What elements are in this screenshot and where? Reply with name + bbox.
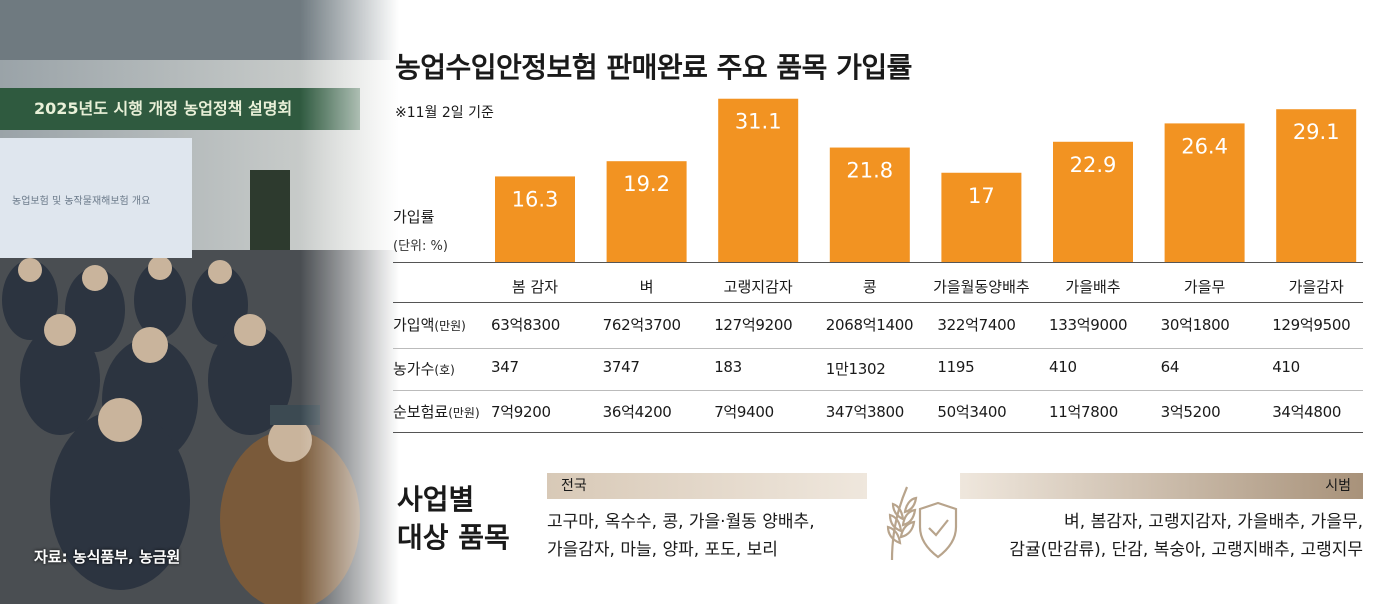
table-cell: 34억4800 — [1272, 403, 1342, 421]
table-cell: 183 — [714, 358, 742, 376]
national-band: 전국 — [547, 473, 867, 499]
photo-fade — [300, 0, 400, 604]
bar-value-label: 19.2 — [623, 172, 670, 196]
bar-6 — [1164, 123, 1245, 263]
table-cell: 410 — [1049, 358, 1077, 376]
category-label: 가을감자 — [1288, 278, 1344, 296]
row-label-premium: 순보험료(만원) — [393, 401, 480, 422]
table-cell: 762억3700 — [602, 316, 682, 334]
bar-2 — [718, 98, 799, 262]
row-label-unit: (호) — [434, 363, 455, 377]
pilot-band: 시범 — [960, 473, 1363, 499]
national-items: 고구마, 옥수수, 콩, 가을·월동 양배추, 가을감자, 마늘, 양파, 포도… — [547, 508, 815, 564]
bar-value-label: 29.1 — [1293, 120, 1340, 144]
bar-value-label: 17 — [968, 184, 995, 208]
table-cell: 63억8300 — [491, 316, 560, 334]
table-cell: 7억9400 — [714, 403, 774, 421]
bar-value-label: 16.3 — [512, 187, 559, 211]
bar-4 — [941, 172, 1022, 262]
national-label: 전국 — [561, 478, 587, 494]
table-divider-top — [393, 302, 1363, 303]
table-divider-1 — [393, 348, 1363, 349]
category-label: 가을월동양배추 — [933, 278, 1030, 296]
row-label-text: 순보험료 — [393, 403, 449, 421]
chart-title: 농업수입안정보험 판매완료 주요 품목 가입률 — [395, 51, 912, 84]
wheat-shield-icon — [886, 486, 958, 561]
table-divider-2 — [393, 390, 1363, 391]
table-cell: 127억9200 — [714, 316, 793, 334]
bar-chart: 16.3 19.2 31.1 21.8 17 22.9 26.4 29.1 — [393, 98, 1363, 263]
table-cell: 36억4200 — [602, 403, 672, 421]
projection-screen — [0, 138, 192, 258]
pilot-label: 시범 — [1325, 478, 1351, 494]
bar-1 — [606, 161, 687, 262]
table-cell: 410 — [1272, 358, 1300, 376]
table-cell: 347 — [491, 358, 519, 376]
bar-value-label: 21.8 — [846, 159, 893, 183]
table-cell: 64 — [1160, 358, 1180, 376]
y-axis-unit: (단위: %) — [393, 239, 448, 254]
category-label: 콩 — [862, 278, 877, 296]
table-cell: 3억5200 — [1160, 403, 1221, 421]
table-cell: 50억3400 — [937, 403, 1007, 421]
row-label-unit: (만원) — [434, 319, 466, 333]
source-caption: 자료: 농식품부, 농금원 — [34, 548, 181, 566]
table-cell: 133억9000 — [1049, 316, 1128, 334]
table-cell: 2068억1400 — [825, 316, 914, 334]
national-items-line1: 고구마, 옥수수, 콩, 가을·월동 양배추, — [547, 512, 815, 532]
row-label-text: 가입액 — [393, 316, 435, 334]
section-title-line2: 대상 품목 — [397, 521, 510, 554]
table-cell: 347억3800 — [825, 403, 905, 421]
row-label-text: 농가수 — [393, 360, 435, 378]
row-label-farms: 농가수(호) — [393, 358, 455, 379]
pilot-items: 벼, 봄감자, 고랭지감자, 가을배추, 가을무, 감귤(만감류), 단감, 복… — [960, 508, 1363, 564]
bar-7 — [1276, 109, 1357, 262]
date-note: ※11월 2일 기준 — [395, 105, 494, 121]
seminar-photo: 농업보험 및 농작물재해보험 개요 2025년도 시행 개정 농업정책 설명회 … — [0, 0, 400, 604]
table-divider-bottom — [393, 432, 1363, 433]
national-items-line2: 가을감자, 마늘, 양파, 포도, 보리 — [547, 540, 778, 560]
category-label: 고랭지감자 — [723, 278, 793, 296]
y-axis-label: 가입률 — [393, 208, 435, 226]
row-label-amount: 가입액(만원) — [393, 314, 466, 335]
table-cell: 3747 — [602, 358, 640, 376]
bar-3 — [829, 147, 910, 262]
bar-5 — [1053, 141, 1133, 262]
bar-0 — [495, 176, 575, 262]
table-cell: 1195 — [937, 358, 975, 376]
bar-value-label: 31.1 — [735, 110, 782, 134]
row-label-unit: (만원) — [448, 406, 480, 420]
category-label: 봄 감자 — [511, 278, 559, 296]
table-cell: 7억9200 — [491, 403, 551, 421]
bar-value-label: 22.9 — [1070, 153, 1117, 177]
category-label: 가을무 — [1183, 278, 1226, 296]
table-cell: 322억7400 — [937, 316, 1016, 334]
table-cell: 1만1302 — [825, 360, 886, 378]
category-label: 벼 — [639, 278, 654, 296]
bar-value-label: 26.4 — [1181, 134, 1228, 158]
section-title-line1: 사업별 — [397, 483, 475, 516]
pilot-items-line2: 감귤(만감류), 단감, 복숭아, 고랭지배추, 고랭지무 — [1009, 540, 1363, 560]
pilot-items-line1: 벼, 봄감자, 고랭지감자, 가을배추, 가을무, — [1064, 512, 1363, 532]
table-cell: 11억7800 — [1049, 403, 1118, 421]
category-label: 가을배추 — [1065, 278, 1121, 296]
table-cell: 30억1800 — [1160, 316, 1230, 334]
table-cell: 129억9500 — [1272, 316, 1351, 334]
screen-text: 농업보험 및 농작물재해보험 개요 — [12, 196, 151, 207]
